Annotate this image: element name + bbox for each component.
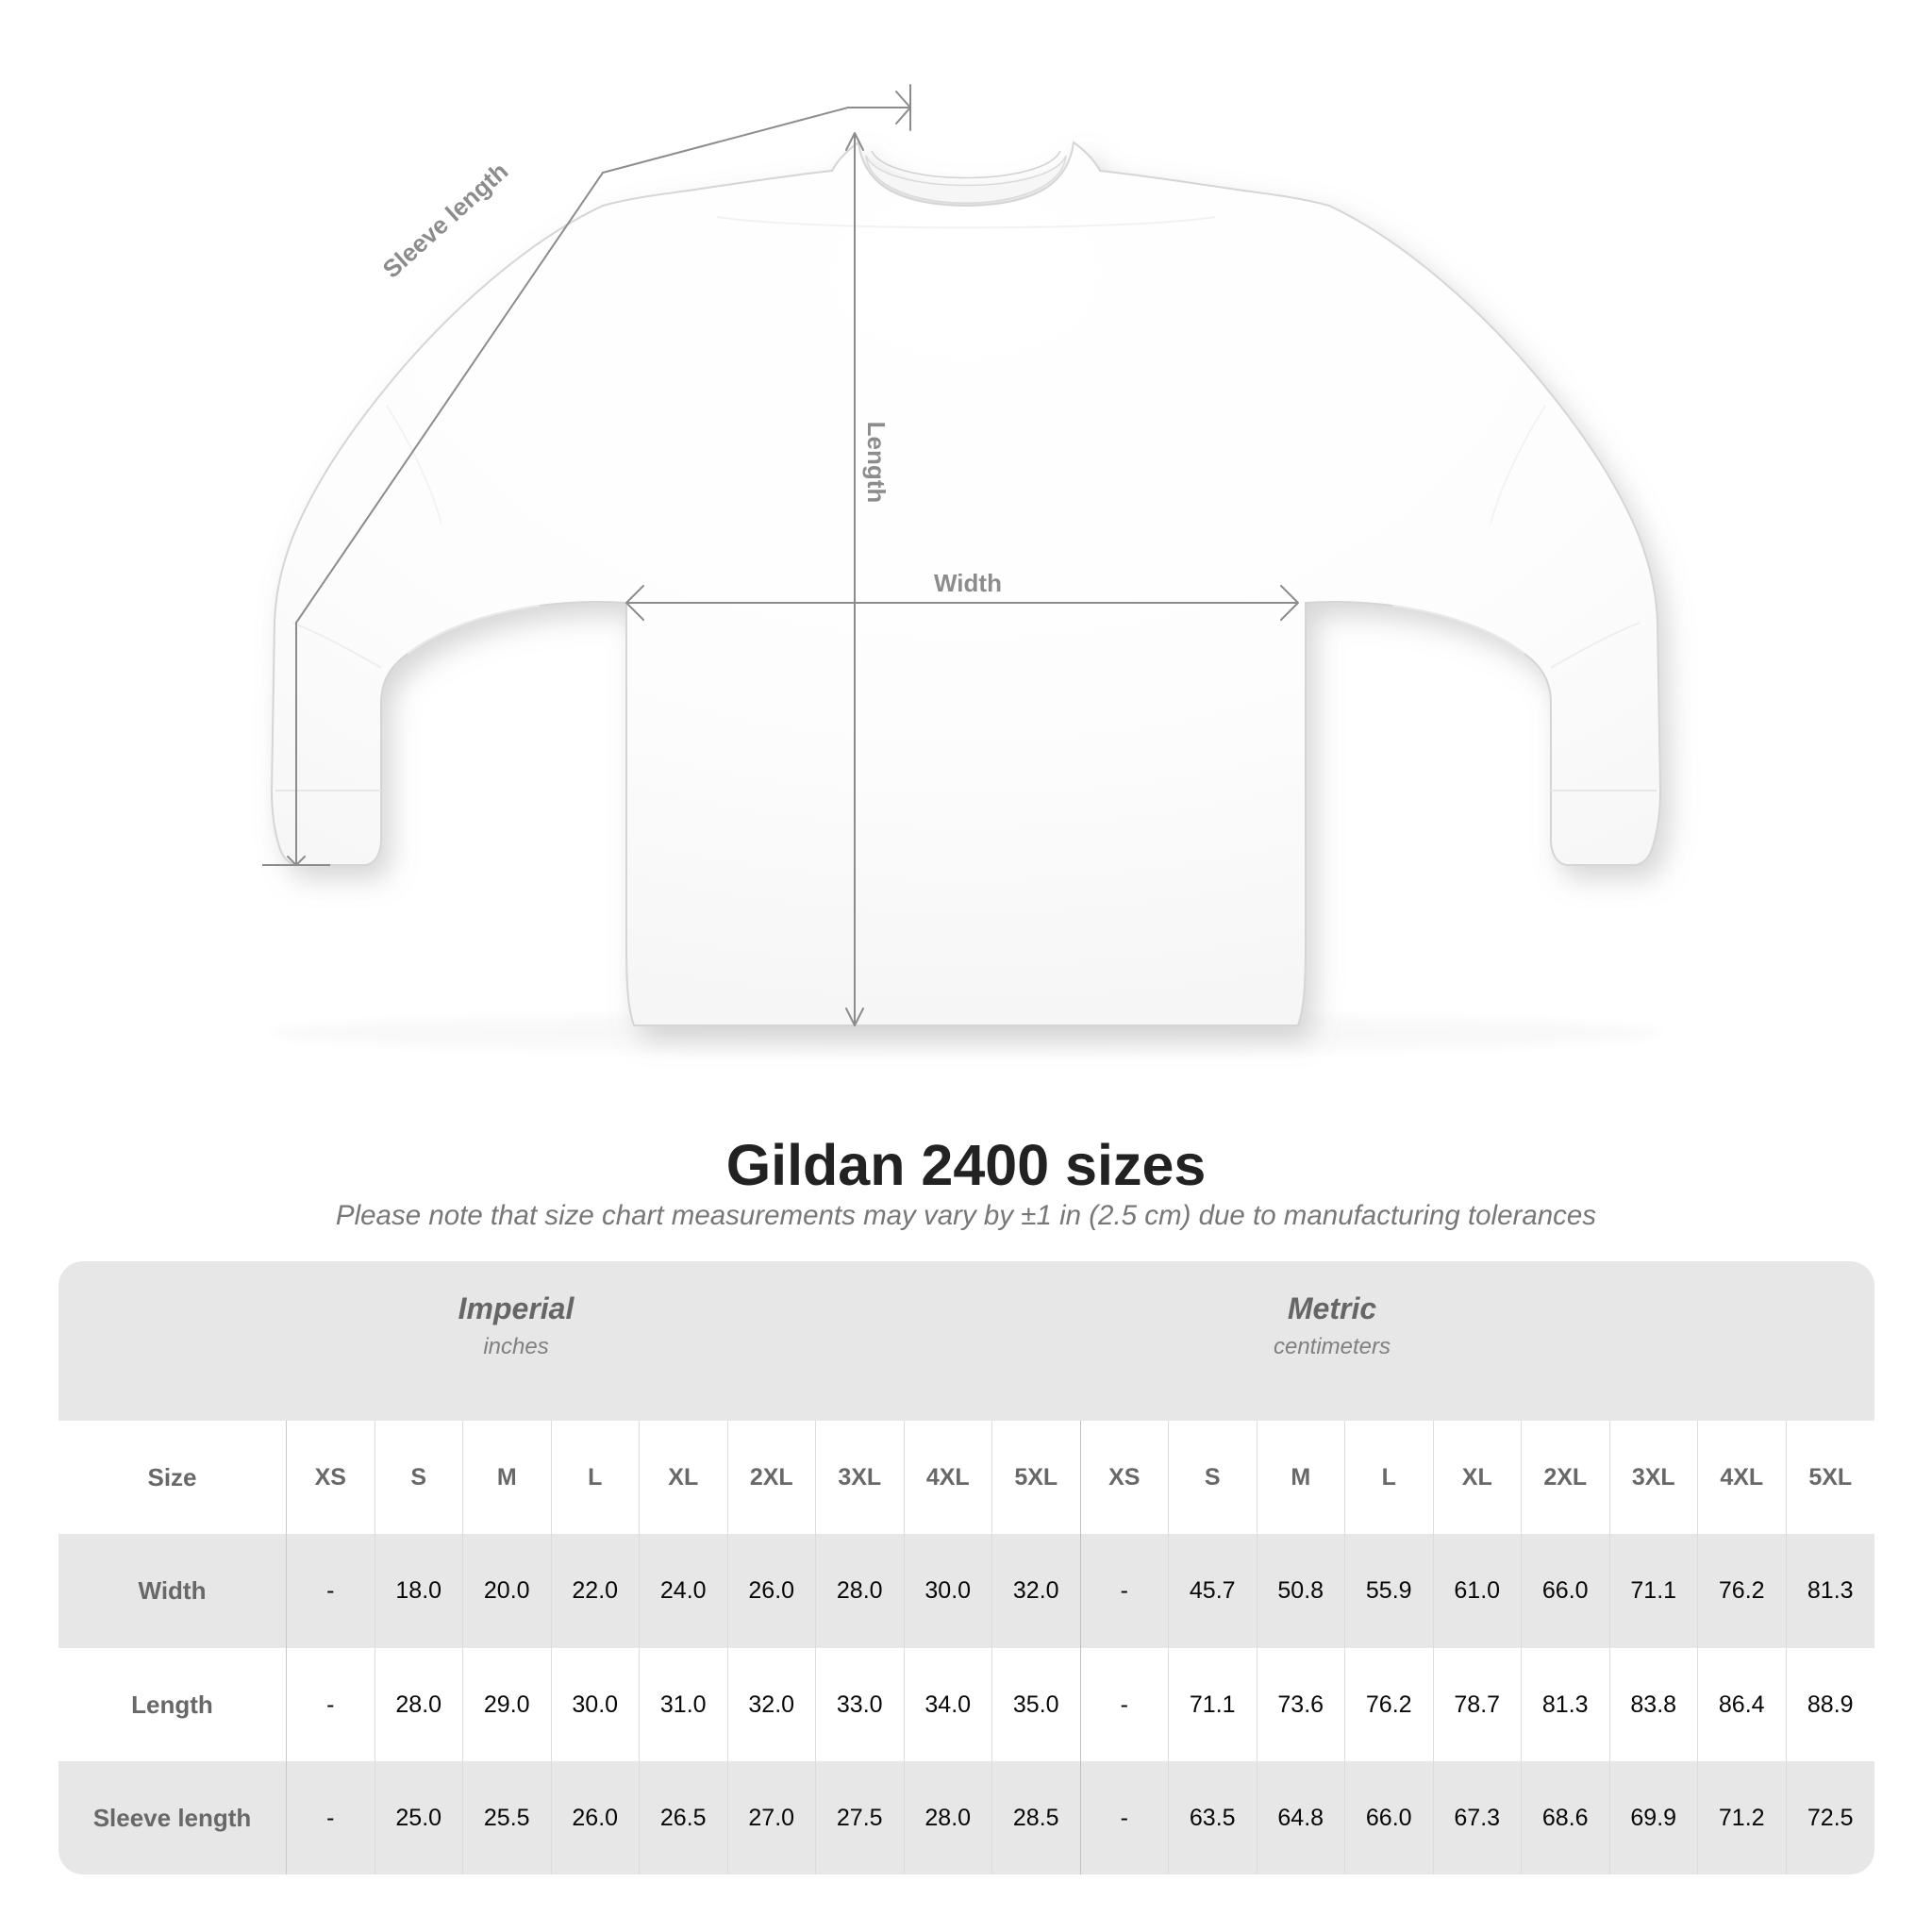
- svg-text:Sleeve length: Sleeve length: [377, 157, 514, 283]
- svg-text:Width: Width: [934, 569, 1002, 597]
- svg-text:Length: Length: [862, 422, 891, 504]
